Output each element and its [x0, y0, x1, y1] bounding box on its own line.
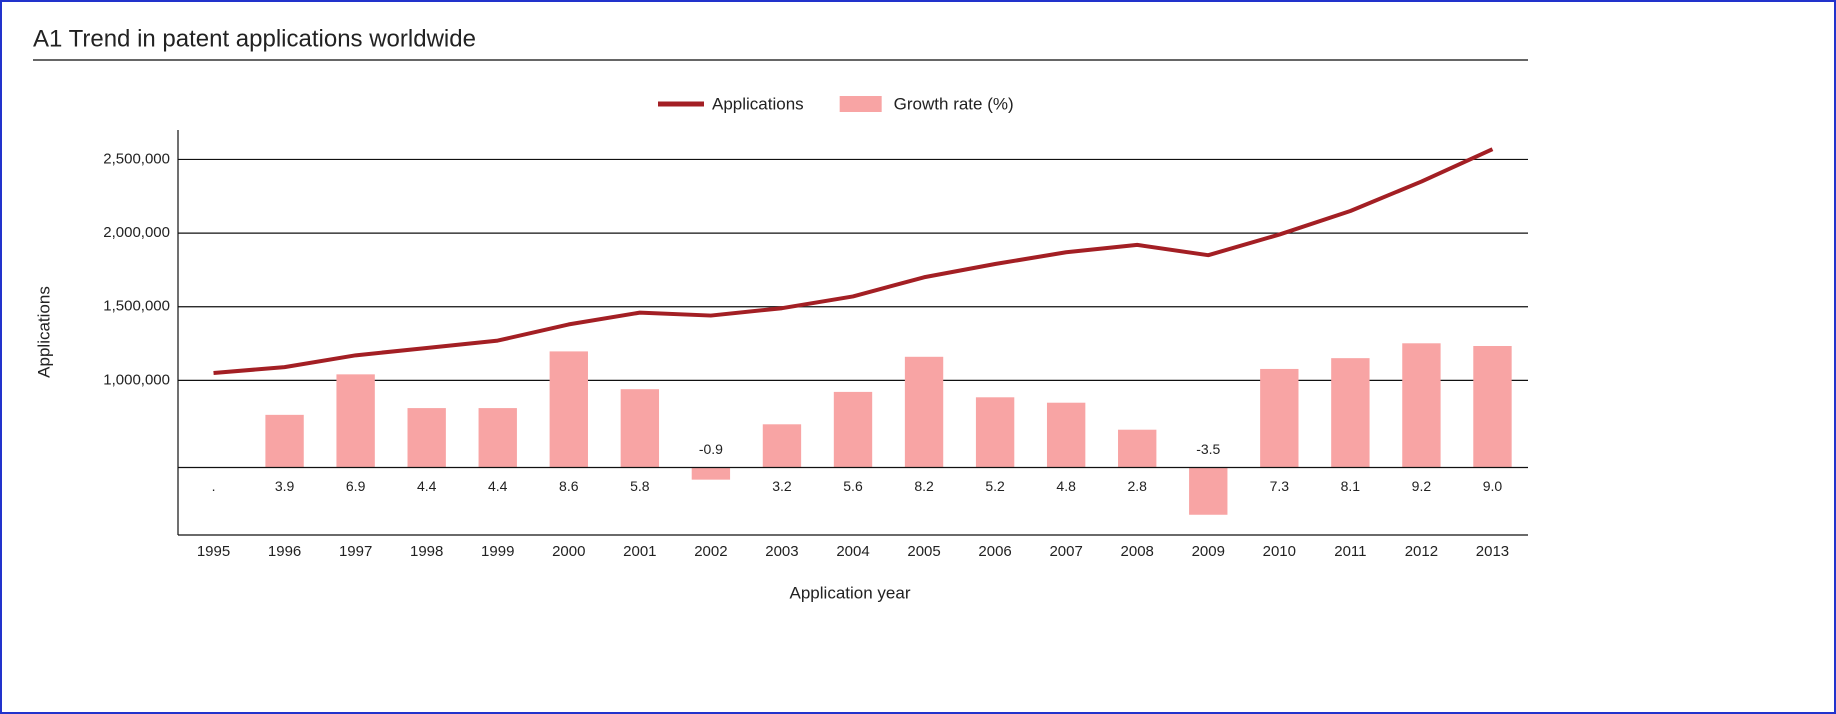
x-tick-label: 1999 — [481, 543, 514, 560]
data-label: . — [212, 478, 216, 494]
bar — [833, 391, 873, 468]
bar — [549, 351, 588, 468]
x-tick-label: 1995 — [197, 543, 230, 560]
bar — [620, 389, 660, 468]
data-label: 2.8 — [1127, 478, 1147, 494]
data-label: 7.3 — [1270, 478, 1290, 494]
bar — [904, 356, 944, 468]
data-label: 5.8 — [630, 478, 650, 494]
x-tick-label: 2011 — [1334, 543, 1366, 560]
bar — [1331, 358, 1370, 468]
legend-label: Applications — [712, 94, 804, 113]
bar — [336, 374, 375, 468]
bar — [265, 414, 304, 468]
data-label: 8.6 — [559, 478, 579, 494]
data-label: 3.9 — [275, 478, 295, 494]
bar — [691, 467, 731, 480]
bar — [1473, 346, 1512, 468]
x-tick-label: 2006 — [978, 543, 1011, 560]
x-tick-label: 2003 — [765, 543, 798, 560]
legend-swatch — [839, 96, 882, 112]
bar — [1189, 467, 1228, 515]
data-label: 8.2 — [914, 478, 934, 494]
chart-title: A1 Trend in patent applications worldwid… — [33, 25, 476, 52]
x-tick-label: 2005 — [907, 543, 940, 560]
data-label: 4.4 — [417, 478, 437, 494]
bar — [1046, 402, 1086, 468]
bar — [478, 408, 517, 468]
data-label: 4.4 — [488, 478, 508, 494]
bar — [1402, 343, 1441, 468]
y-tick-label: 2,000,000 — [103, 224, 170, 241]
y-tick-label: 2,500,000 — [103, 150, 170, 167]
x-tick-label: 2009 — [1192, 543, 1225, 560]
x-tick-label: 2012 — [1405, 543, 1438, 560]
x-tick-label: 2007 — [1049, 543, 1082, 560]
data-label: 9.0 — [1483, 478, 1503, 494]
bar — [1118, 429, 1157, 468]
x-tick-label: 1997 — [339, 543, 372, 560]
x-tick-label: 2010 — [1263, 543, 1296, 560]
x-tick-label: 1998 — [410, 543, 443, 560]
data-label: -0.9 — [699, 441, 723, 457]
data-label: 5.6 — [843, 478, 863, 494]
x-tick-label: 2013 — [1476, 543, 1509, 560]
data-label: 3.2 — [772, 478, 792, 494]
x-tick-label: 2008 — [1121, 543, 1154, 560]
x-tick-label: 2001 — [623, 543, 656, 560]
data-label: 5.2 — [985, 478, 1005, 494]
legend-label: Growth rate (%) — [894, 94, 1014, 113]
data-label: 8.1 — [1341, 478, 1361, 494]
data-label: -3.5 — [1196, 441, 1220, 457]
bar — [407, 408, 446, 468]
x-tick-label: 2002 — [694, 543, 727, 560]
bar — [1260, 368, 1299, 468]
y-tick-label: 1,500,000 — [103, 298, 170, 315]
x-axis-label: Application year — [790, 583, 911, 602]
data-label: 6.9 — [346, 478, 366, 494]
x-tick-label: 2000 — [552, 543, 585, 560]
y-tick-label: 1,000,000 — [103, 371, 170, 388]
x-tick-label: 2004 — [836, 543, 869, 560]
y-axis-label: Applications — [34, 286, 53, 378]
x-tick-label: 1996 — [268, 543, 301, 560]
data-label: 9.2 — [1412, 478, 1432, 494]
data-label: 4.8 — [1056, 478, 1076, 494]
bar — [975, 397, 1015, 468]
line — [213, 147, 1494, 375]
bar — [762, 424, 802, 468]
